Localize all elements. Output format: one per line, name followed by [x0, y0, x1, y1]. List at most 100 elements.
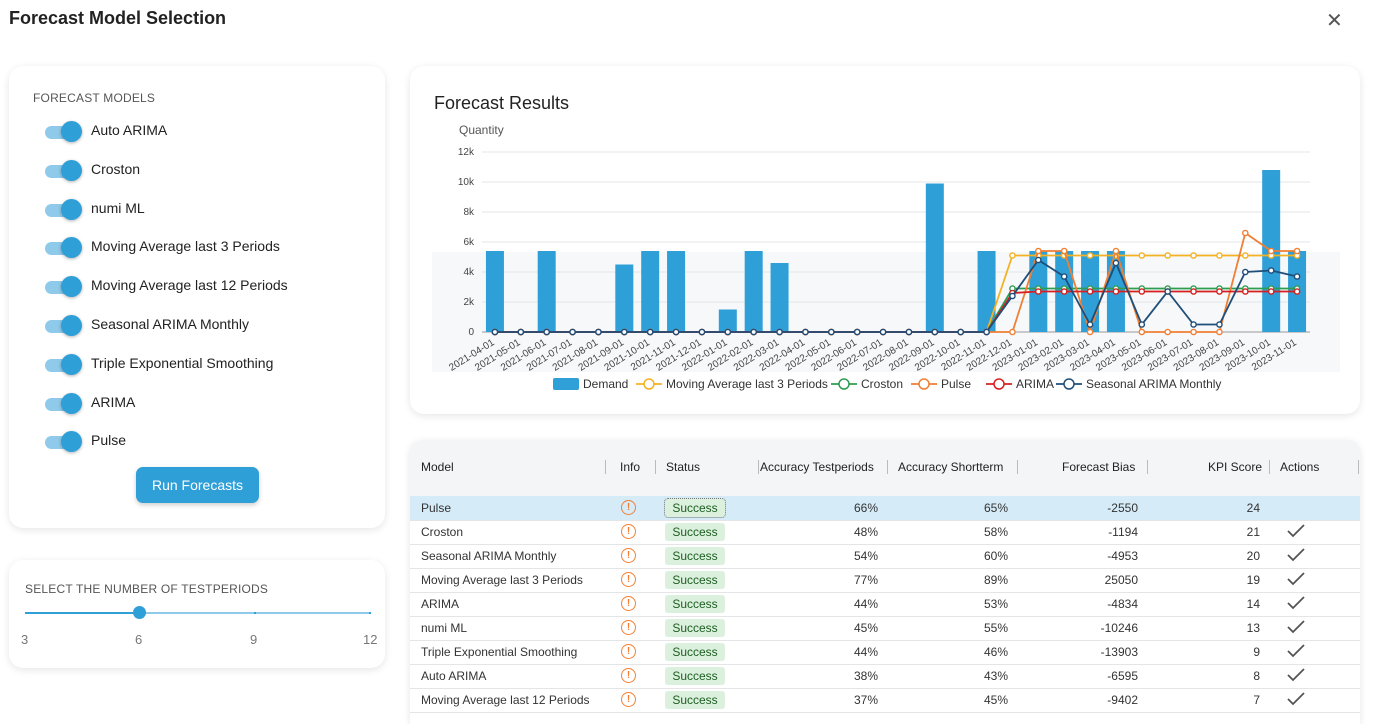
column-separator [1269, 460, 1270, 474]
info-icon[interactable]: ! [621, 524, 636, 539]
select-model-check-icon[interactable] [1286, 667, 1306, 683]
forecast-bias-cell: -4953 [1107, 549, 1138, 563]
model-name-cell: Pulse [421, 501, 452, 515]
model-toggle-switch[interactable] [45, 159, 82, 181]
select-model-check-icon[interactable] [1286, 571, 1306, 587]
status-badge: Success [665, 643, 725, 661]
select-model-check-icon[interactable] [1286, 619, 1306, 635]
y-axis-title: Quantity [459, 123, 504, 137]
table-row[interactable]: Seasonal ARIMA Monthly 54% 60% -4953 20! Succ… [410, 544, 1360, 569]
status-badge: Success [665, 571, 725, 589]
series-point [1190, 321, 1197, 328]
model-toggle-switch[interactable] [45, 431, 82, 453]
table-header: Model Info Status Accuracy Testperiods A… [410, 440, 1360, 497]
slider-mark: 12 [363, 632, 378, 647]
forecast-bias-cell: -13903 [1100, 645, 1138, 659]
table-row[interactable]: Pulse 66% 65% -2550 24! Success [410, 496, 1360, 521]
model-toggle-switch[interactable] [45, 276, 82, 298]
y-tick-label: 0 [468, 327, 474, 338]
table-row[interactable]: ARIMA 44% 53% -4834 14! Success [410, 592, 1360, 617]
info-icon[interactable]: ! [621, 668, 636, 683]
series-point [724, 328, 732, 336]
series-point [1060, 247, 1068, 255]
column-separator [1358, 460, 1359, 474]
model-toggle-label: Pulse [91, 432, 127, 449]
series-point [776, 328, 783, 336]
status-badge: Success [665, 547, 725, 565]
legend-label: ARIMA [1016, 377, 1054, 391]
accuracy-shortterm-cell: 46% [983, 645, 1008, 659]
select-model-check-icon[interactable] [1286, 523, 1306, 539]
status-badge: Success [665, 691, 725, 709]
series-point [1009, 292, 1016, 300]
slider-tick [254, 612, 256, 614]
series-point [1060, 273, 1068, 280]
table-row[interactable]: Triple Exponential Smoothing 44% 46% -13903… [410, 640, 1360, 665]
table-row[interactable]: Auto ARIMA 38% 43% -6595 8! Success [410, 664, 1360, 689]
column-separator [605, 460, 606, 474]
select-model-check-icon[interactable] [1286, 691, 1306, 707]
series-point [1242, 252, 1249, 259]
series-point [1112, 259, 1120, 267]
select-model-check-icon[interactable] [1286, 643, 1306, 659]
header-kpi-score[interactable]: KPI Score [1208, 460, 1263, 474]
info-icon[interactable]: ! [621, 596, 636, 611]
status-badge: Success [665, 667, 725, 685]
series-point [1138, 288, 1146, 295]
model-name-cell: Moving Average last 3 Periods [421, 573, 583, 587]
header-accuracy-testperiods[interactable]: Accuracy Testperiods [760, 460, 874, 474]
close-icon[interactable]: ✕ [1326, 10, 1343, 32]
results-table: Model Info Status Accuracy Testperiods A… [410, 440, 1360, 724]
info-icon[interactable]: ! [621, 644, 636, 659]
model-toggle-switch[interactable] [45, 353, 82, 375]
header-info[interactable]: Info [620, 460, 641, 474]
header-status[interactable]: Status [666, 460, 701, 474]
header-model[interactable]: Model [421, 460, 454, 474]
table-row[interactable]: Moving Average last 12 Periods 37% 45% -940… [410, 688, 1360, 713]
series-line [494, 258, 1298, 333]
header-forecast-bias[interactable]: Forecast Bias [1062, 460, 1136, 474]
model-toggle-switch[interactable] [45, 237, 82, 259]
series-point [1293, 247, 1301, 255]
series-point [672, 328, 680, 336]
table-row[interactable]: Croston 48% 58% -1194 21! Success [410, 520, 1360, 545]
header-accuracy-shortterm[interactable]: Accuracy Shortterm [898, 460, 1004, 474]
select-model-check-icon[interactable] [1286, 595, 1306, 611]
toggle-knob [61, 237, 82, 259]
series-point [569, 328, 576, 336]
accuracy-shortterm-cell: 65% [983, 501, 1008, 515]
model-name-cell: numi ML [421, 621, 468, 635]
run-forecasts-button[interactable]: Run Forecasts [136, 467, 259, 503]
select-model-check-icon[interactable] [1286, 547, 1306, 563]
legend-label: Croston [861, 377, 903, 391]
info-icon[interactable]: ! [621, 692, 636, 707]
info-icon[interactable]: ! [621, 620, 636, 635]
status-badge: Success [665, 595, 725, 613]
series-point [1086, 252, 1094, 259]
legend-label: Demand [583, 377, 628, 391]
demand-bar [485, 251, 504, 332]
accuracy-testperiods-cell: 44% [853, 597, 878, 611]
testperiods-slider-rail[interactable] [25, 612, 371, 614]
table-row[interactable]: Moving Average last 3 Periods 77% 89% 25050… [410, 568, 1360, 593]
demand-bar [977, 251, 996, 332]
model-toggle-switch[interactable] [45, 315, 82, 336]
y-tick-label: 2k [463, 297, 475, 308]
info-icon[interactable]: ! [621, 572, 636, 587]
kpi-score-cell: 8 [1253, 669, 1260, 683]
series-point [1035, 256, 1042, 264]
info-icon[interactable]: ! [621, 500, 636, 515]
model-toggle-switch[interactable] [45, 121, 82, 142]
info-icon[interactable]: ! [621, 548, 636, 563]
series-point [905, 328, 913, 336]
model-toggle-switch[interactable] [45, 198, 82, 220]
series-point [1216, 252, 1223, 259]
testperiods-slider-thumb[interactable] [133, 606, 146, 619]
testperiods-panel: SELECT THE NUMBER OF TESTPERIODS 3 6 9 1… [9, 560, 385, 668]
header-actions[interactable]: Actions [1280, 460, 1320, 474]
table-row[interactable]: numi ML 45% 55% -10246 13! Success [410, 616, 1360, 641]
demand-bar [641, 251, 660, 332]
accuracy-testperiods-cell: 77% [853, 573, 878, 587]
model-toggle-switch[interactable] [45, 392, 82, 414]
legend-swatch-point [1063, 378, 1075, 390]
